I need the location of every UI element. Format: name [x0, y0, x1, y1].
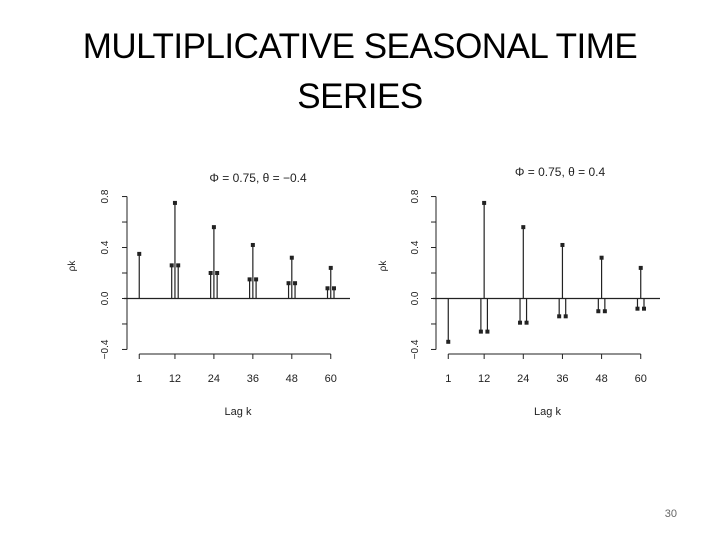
- acf-point: [176, 263, 181, 268]
- x-tick-label: 12: [169, 373, 181, 385]
- x-tick-label: 60: [325, 373, 337, 385]
- acf-point: [478, 329, 483, 334]
- acf-point: [250, 242, 255, 247]
- x-tick-label: 36: [556, 373, 568, 385]
- acf-point: [211, 225, 216, 230]
- acf-point: [518, 320, 523, 325]
- y-tick-label: 0.0: [100, 291, 111, 305]
- acf-point: [137, 251, 142, 256]
- acf-point: [169, 263, 174, 268]
- y-tick-label: 0.8: [410, 189, 421, 203]
- y-tick-label: −0.4: [100, 339, 111, 359]
- y-tick-label: 0.4: [100, 240, 111, 254]
- chart-subtitle: Φ = 0.75, θ = 0.4: [515, 165, 606, 179]
- y-tick-label: 0.4: [410, 240, 421, 254]
- acf-point: [446, 339, 451, 344]
- x-axis-label: Lag k: [225, 406, 252, 418]
- x-tick-label: 48: [595, 373, 607, 385]
- x-tick-label: 1: [136, 373, 142, 385]
- y-tick-label: 0.0: [410, 291, 421, 305]
- x-axis-label: Lag k: [534, 406, 561, 418]
- acf-point: [563, 314, 568, 319]
- acf-chart-left: Φ = 0.75, θ = −0.4 −0.4 0.0 0.4 0.8 ρk 1 12 24 36…: [67, 171, 350, 418]
- y-axis-label: ρk: [378, 260, 389, 272]
- slide-title: MULTIPLICATIVE SEASONAL TIME SERIES: [60, 22, 660, 122]
- acf-point: [215, 271, 220, 275]
- acf-point: [602, 309, 607, 314]
- acf-point: [247, 277, 252, 282]
- acf-point: [521, 225, 526, 230]
- x-tick-label: 60: [635, 373, 647, 385]
- acf-point: [286, 281, 291, 286]
- acf-point: [560, 242, 565, 247]
- acf-point: [293, 281, 298, 286]
- acf-point: [254, 277, 259, 282]
- acf-point: [208, 271, 213, 275]
- x-tick-label: 1: [445, 373, 451, 385]
- acf-point: [524, 320, 529, 325]
- x-tick-label: 24: [208, 373, 220, 385]
- y-axis-label: ρk: [67, 260, 78, 272]
- acf-point: [325, 286, 330, 291]
- acf-point: [642, 306, 646, 311]
- page-number: 30: [664, 508, 677, 520]
- x-tick-label: 36: [247, 373, 259, 385]
- acf-point: [596, 309, 601, 314]
- y-tick-label: −0.4: [410, 339, 421, 359]
- chart-subtitle: Φ = 0.75, θ = −0.4: [209, 171, 307, 185]
- acf-chart-right: Φ = 0.75, θ = 0.4 −0.4 0.0 0.4 0.8 ρk 1 12 24 36 4…: [378, 165, 660, 418]
- slide-title-line-1: MULTIPLICATIVE SEASONAL TIME: [82, 27, 638, 66]
- x-tick-label: 24: [517, 373, 529, 385]
- x-tick-label: 48: [286, 373, 298, 385]
- acf-point: [328, 265, 333, 270]
- acf-point: [172, 200, 177, 205]
- acf-point: [638, 265, 643, 270]
- acf-point: [332, 286, 336, 291]
- y-tick-label: 0.8: [100, 189, 111, 203]
- acf-point: [635, 306, 640, 311]
- acf-point: [482, 200, 487, 205]
- acf-point: [557, 314, 562, 319]
- acf-point: [289, 255, 294, 260]
- slide-title-line-2: SERIES: [297, 77, 423, 116]
- x-tick-label: 12: [478, 373, 490, 385]
- acf-point: [599, 255, 604, 260]
- acf-point: [485, 329, 490, 334]
